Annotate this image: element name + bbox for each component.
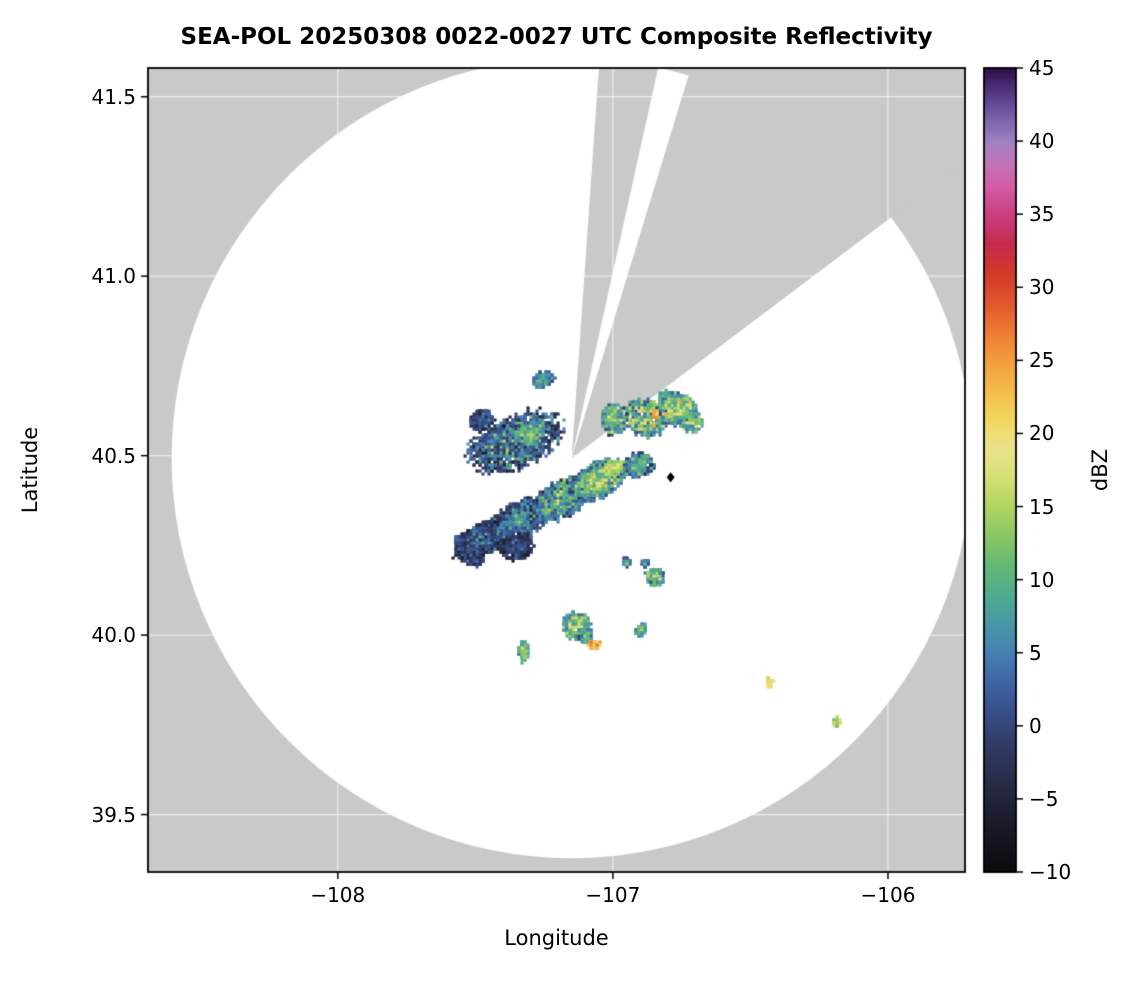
- colorbar-tick-label: 40: [1029, 129, 1055, 154]
- colorbar-tick-label: 5: [1029, 640, 1042, 665]
- colorbar-tick-label: 15: [1029, 494, 1055, 519]
- x-axis-label: Longitude: [504, 926, 609, 950]
- y-tick-label: 41.0: [91, 264, 136, 289]
- chart-title: SEA-POL 20250308 0022-0027 UTC Composite…: [180, 24, 933, 50]
- x-tick-label: −107: [585, 883, 641, 907]
- y-tick-label: 40.5: [91, 443, 136, 468]
- x-tick-label: −108: [310, 883, 366, 907]
- y-tick-label: 40.0: [91, 623, 136, 648]
- colorbar-label: dBZ: [1088, 448, 1112, 492]
- y-tick-label: 39.5: [91, 802, 136, 827]
- colorbar-tick-label: 35: [1029, 202, 1055, 227]
- colorbar-tick-label: 10: [1029, 567, 1055, 592]
- y-axis-label: Latitude: [18, 426, 42, 514]
- colorbar-tick-label: 25: [1029, 348, 1055, 373]
- colorbar-tick-label: 45: [1029, 56, 1055, 80]
- x-tick-label: −106: [860, 883, 916, 907]
- y-tick-label: 41.5: [91, 84, 136, 109]
- colorbar-tick-label: 0: [1029, 713, 1042, 738]
- colorbar-tick-label: 30: [1029, 275, 1055, 300]
- colorbar-tick-label: −5: [1029, 786, 1059, 811]
- colorbar-tick-label: −10: [1029, 860, 1072, 884]
- colorbar-tick-label: 20: [1029, 421, 1055, 446]
